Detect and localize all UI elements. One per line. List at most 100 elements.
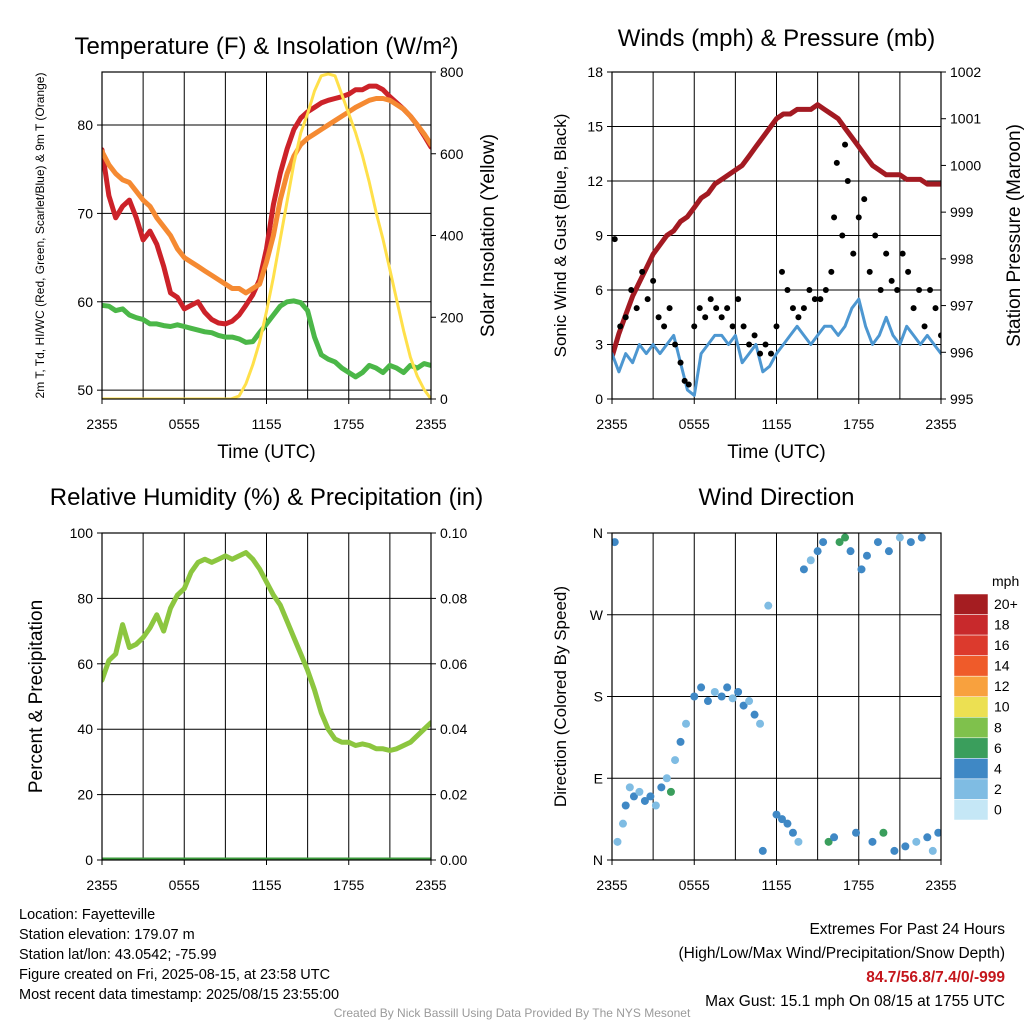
y-axis-label: Direction (Colored By Speed)	[551, 586, 570, 807]
wind-direction-point	[841, 533, 850, 542]
colorbar-swatch	[953, 717, 989, 739]
y2-tick-label: 1001	[950, 111, 981, 127]
y-tick-label: 0	[85, 852, 93, 868]
wind-direction-point	[703, 697, 712, 706]
y-tick-label: 60	[77, 294, 93, 310]
x-tick-label: 1755	[333, 877, 364, 893]
y2-tick-label: 996	[950, 344, 974, 360]
y2-tick-label: 999	[950, 204, 974, 220]
y-tick-label: 100	[70, 525, 94, 541]
y-tick-label: N	[593, 852, 603, 868]
x-tick-label: 0555	[169, 877, 200, 893]
data-point-black	[910, 305, 917, 312]
data-point-black	[644, 296, 651, 303]
data-point-black	[850, 250, 857, 257]
colorbar-unit: mph	[992, 573, 1019, 589]
plot-area	[102, 72, 431, 399]
plot-frame	[611, 71, 942, 400]
wind-direction-point	[917, 533, 926, 542]
y-axis-label: Sonic Wind & Gust (Blue, Black)	[551, 114, 570, 358]
y-tick-label: 80	[77, 117, 93, 133]
data-point-black	[628, 287, 635, 293]
wind-direction-point	[646, 792, 655, 801]
extremes-legend: (High/Low/Max Wind/Precipitation/Snow De…	[678, 945, 1006, 962]
wind-direction-point	[772, 810, 781, 819]
data-point-black	[842, 141, 849, 148]
data-point-black	[921, 323, 928, 330]
wind-direction-point	[690, 692, 699, 701]
colorbar-label: 14	[994, 658, 1010, 674]
chart-title: Relative Humidity (%) & Precipitation (i…	[50, 484, 483, 511]
data-point-black	[932, 305, 939, 312]
data-point-black	[789, 305, 796, 312]
credit-text: Created By Nick Bassill Using Data Provi…	[333, 1006, 691, 1020]
y-tick-label: 6	[595, 282, 603, 298]
y-tick-label: 12	[587, 173, 603, 189]
wind-direction-point	[612, 538, 619, 547]
wind-direction-point	[794, 837, 803, 846]
wind-direction-point	[912, 837, 921, 846]
data-point-black	[622, 314, 629, 321]
data-point-black	[855, 214, 862, 221]
data-point-black	[839, 232, 846, 239]
wind-direction-point	[862, 551, 871, 560]
wind-direction-point	[676, 737, 685, 746]
wind-direction-point	[618, 819, 627, 828]
series-line-light-green	[102, 550, 431, 753]
data-point-black	[740, 323, 747, 330]
data-point-black	[773, 323, 780, 330]
x-tick-label: 2355	[925, 416, 956, 432]
recent-data-text: Most recent data timestamp: 2025/08/15 2…	[19, 987, 340, 1003]
data-point-black	[806, 287, 813, 293]
x-tick-label: 2355	[596, 416, 627, 432]
data-point-black	[702, 314, 709, 321]
wind-direction-point	[873, 538, 882, 547]
data-point-black	[707, 296, 714, 303]
colorbar-swatch	[953, 675, 989, 697]
elevation-text: Station elevation: 179.07 m	[19, 927, 195, 943]
x-tick-label: 2355	[415, 416, 446, 432]
wind-direction-point	[835, 538, 844, 547]
y-tick-label: W	[590, 607, 604, 623]
series-line-red	[102, 83, 431, 327]
colorbar-label: 8	[994, 719, 1002, 735]
y2-tick-label: 0.04	[440, 721, 467, 737]
wind-direction-point	[852, 828, 861, 837]
data-point-black	[817, 296, 824, 303]
y-tick-label: 80	[77, 590, 93, 606]
data-point-black	[778, 268, 785, 275]
wind-direction-point	[901, 842, 910, 851]
wind-direction-point	[777, 815, 786, 824]
data-point-black	[927, 287, 934, 293]
data-point-black	[639, 268, 646, 275]
y2-tick-label: 800	[440, 64, 464, 80]
data-point-black	[696, 305, 703, 312]
wind-direction-point	[764, 601, 773, 610]
x-tick-label: 1155	[251, 416, 281, 432]
data-point-black	[724, 305, 731, 312]
data-point-black	[677, 359, 684, 366]
x-tick-label: 0555	[169, 416, 200, 432]
x-tick-label: 2355	[415, 877, 446, 893]
plot-area	[102, 550, 431, 860]
data-point-black	[883, 250, 890, 257]
colorbar-swatch	[953, 593, 989, 615]
wind-direction-point	[640, 796, 649, 805]
data-point-black	[828, 268, 835, 275]
x-tick-label: 2355	[925, 877, 956, 893]
y2-axis-label: Station Pressure (Maroon)	[1004, 124, 1024, 347]
chart-title: Temperature (F) & Insolation (W/m²)	[74, 33, 458, 60]
data-point-black	[666, 305, 673, 312]
x-tick-label: 1155	[761, 877, 791, 893]
chart-panel-3: Relative Humidity (%) & Precipitation (i…	[26, 484, 483, 893]
colorbar-swatch	[953, 655, 989, 677]
wind-direction-point	[723, 683, 732, 692]
y2-tick-label: 0.08	[440, 590, 467, 606]
data-point-black	[833, 159, 840, 166]
data-point-black	[877, 287, 884, 293]
data-point-black	[762, 341, 769, 348]
wind-direction-point	[890, 846, 899, 855]
wind-direction-point	[783, 819, 792, 828]
colorbar-swatch	[953, 634, 989, 656]
y-tick-label: E	[594, 770, 603, 786]
